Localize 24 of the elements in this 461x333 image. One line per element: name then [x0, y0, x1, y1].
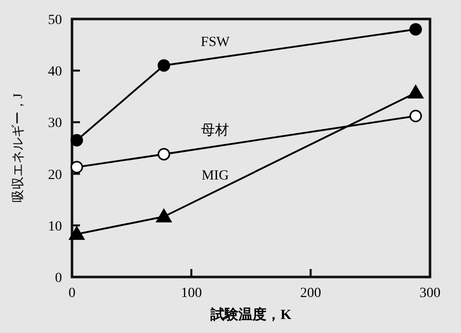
y-tick-label: 20 — [48, 168, 62, 183]
x-tick-label: 200 — [300, 286, 322, 301]
point — [156, 208, 172, 222]
point — [408, 85, 424, 99]
point — [158, 148, 170, 160]
point — [70, 160, 84, 174]
series-label: 母材 — [201, 122, 230, 138]
point — [70, 134, 84, 147]
y-tick-label: 40 — [48, 64, 62, 80]
y-tick-label: 0 — [55, 271, 62, 286]
series-label: MIG — [202, 168, 229, 184]
y-tick-label: 30 — [48, 116, 62, 132]
x-axis-title: 試験温度，K — [210, 306, 292, 323]
point — [409, 110, 422, 122]
x-tick-label: 0 — [68, 286, 76, 301]
y-axis-title: 吸収エネルギー，J — [10, 93, 25, 203]
x-tick-label: 300 — [420, 286, 440, 301]
y-tick-label: 10 — [48, 219, 62, 234]
x-tick-label: 100 — [180, 286, 202, 301]
point — [69, 226, 85, 240]
point — [409, 23, 422, 36]
y-tick-label: 50 — [48, 13, 62, 28]
series-label: FSW — [200, 35, 230, 50]
point — [158, 59, 170, 72]
